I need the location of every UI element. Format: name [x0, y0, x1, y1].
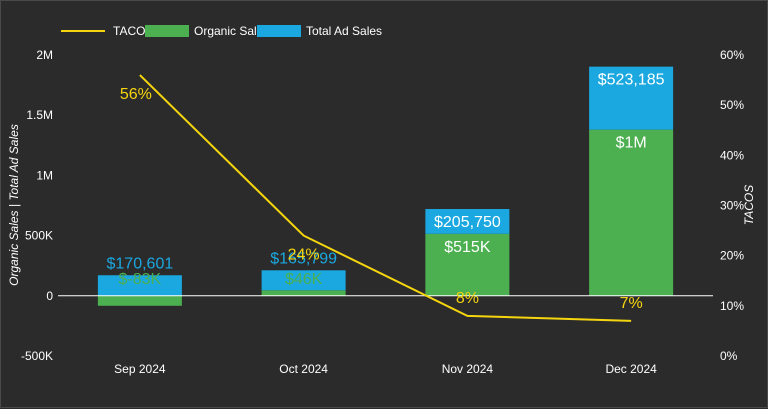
bar-total-ad-sales — [97, 275, 182, 296]
y-right-tick-label: 20% — [720, 249, 744, 263]
label-organic-sales: $46K — [285, 271, 323, 288]
bar-total-ad-sales — [589, 66, 674, 130]
label-organic-sales: $515K — [444, 239, 491, 256]
tacos-line — [139, 74, 632, 322]
x-tick-label: Oct 2024 — [279, 362, 328, 376]
y-left-tick-label: -500K — [21, 349, 53, 363]
x-tick-label: Nov 2024 — [442, 362, 494, 376]
bar-organic-sales — [97, 295, 182, 306]
legend-ad-sales-label: Total Ad Sales — [306, 24, 382, 38]
y-right-tick-label: 40% — [720, 148, 744, 162]
y-right-tick-label: 0% — [720, 349, 738, 363]
y-left-axis-title: Organic Sales | Total Ad Sales — [7, 124, 21, 286]
y-left-tick-label: 1.5M — [26, 108, 53, 122]
bar-total-ad-sales — [261, 270, 346, 291]
y-left-tick-label: 0 — [46, 289, 53, 303]
bar-total-ad-sales — [425, 209, 510, 234]
x-tick-label: Sep 2024 — [114, 362, 166, 376]
label-total-ad-sales: $170,601 — [107, 255, 174, 272]
label-total-ad-sales: $523,185 — [598, 72, 665, 89]
y-left-tick-label: 500K — [25, 229, 53, 243]
y-right-axis-title: TACOS — [742, 185, 756, 225]
label-total-ad-sales: $165,799 — [270, 250, 337, 267]
label-tacos: 7% — [620, 295, 643, 312]
y-left-tick-label: 1M — [36, 168, 53, 182]
label-organic-sales: $-83K — [119, 271, 162, 288]
y-right-tick-label: 30% — [720, 199, 744, 213]
label-tacos: 56% — [120, 86, 152, 103]
label-tacos: 24% — [288, 247, 320, 264]
legend-organic-swatch — [145, 25, 189, 37]
y-right-tick-label: 60% — [720, 48, 744, 62]
bar-organic-sales — [589, 129, 674, 296]
bar-organic-sales — [261, 290, 346, 296]
legend-organic-label: Organic Sales — [194, 24, 269, 38]
legend-tacos-label: TACOS — [113, 24, 153, 38]
bar-organic-sales — [425, 233, 510, 296]
label-tacos: 8% — [456, 290, 479, 307]
x-tick-label: Dec 2024 — [605, 362, 657, 376]
label-total-ad-sales: $205,750 — [434, 214, 501, 231]
y-left-tick-label: 2M — [36, 48, 53, 62]
y-right-tick-label: 50% — [720, 98, 744, 112]
label-organic-sales: $1M — [616, 135, 647, 152]
y-right-tick-label: 10% — [720, 299, 744, 313]
legend-ad-sales-swatch — [257, 25, 301, 37]
